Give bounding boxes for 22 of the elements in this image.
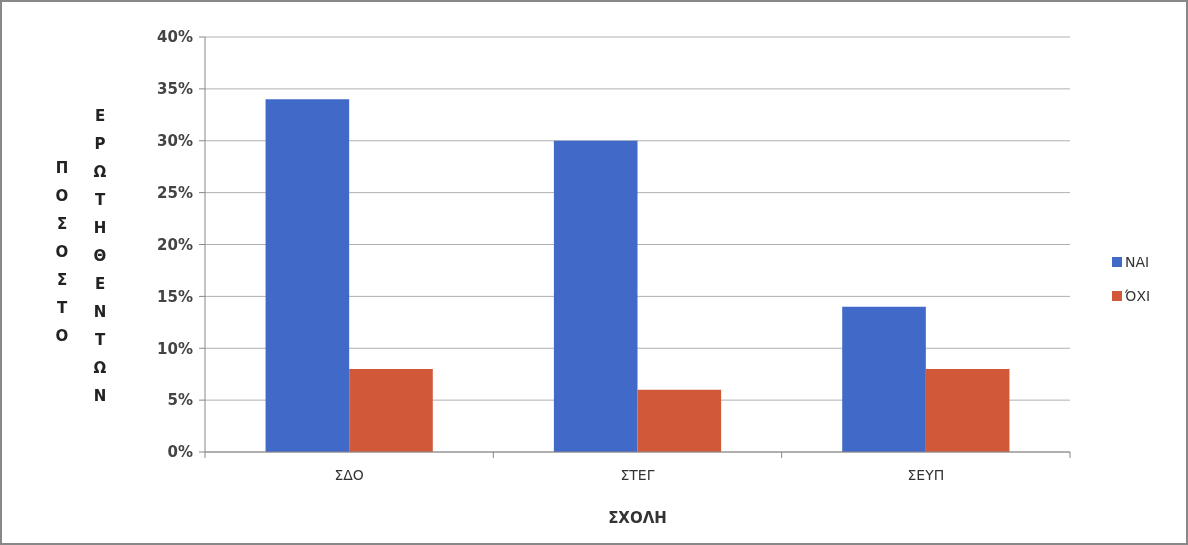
y-tick-label: 40% [157, 28, 193, 47]
y-tick-label: 30% [157, 132, 193, 150]
y-tick-label: 10% [157, 339, 193, 358]
bar [925, 369, 1010, 452]
bar [349, 369, 433, 452]
x-tick-label: ΣΕΥΠ [907, 467, 945, 483]
x-tick-label: ΣΔΟ [334, 467, 364, 483]
legend-label: ΌΧΙ [1124, 287, 1151, 304]
x-axis-title: ΣΧΟΛΗ [608, 509, 667, 527]
bar [553, 140, 638, 452]
y-tick-label: 15% [157, 287, 193, 306]
text: ΠΟΣΟΣΤΟ ΕΡΩΤΗΘΕΝΤΩΝ [53, 106, 109, 415]
bar [637, 389, 722, 452]
y-tick-label: 25% [157, 183, 193, 202]
y-tick-label: 20% [157, 235, 193, 254]
legend-label: ΝΑΙ [1125, 253, 1150, 270]
y-tick-label: 5% [167, 391, 193, 410]
bar [842, 306, 926, 452]
x-tick-label: ΣΤΕΓ [620, 467, 655, 483]
bar [265, 99, 350, 452]
y-tick-label: 0% [167, 443, 193, 462]
y-tick-label: 35% [157, 80, 193, 99]
